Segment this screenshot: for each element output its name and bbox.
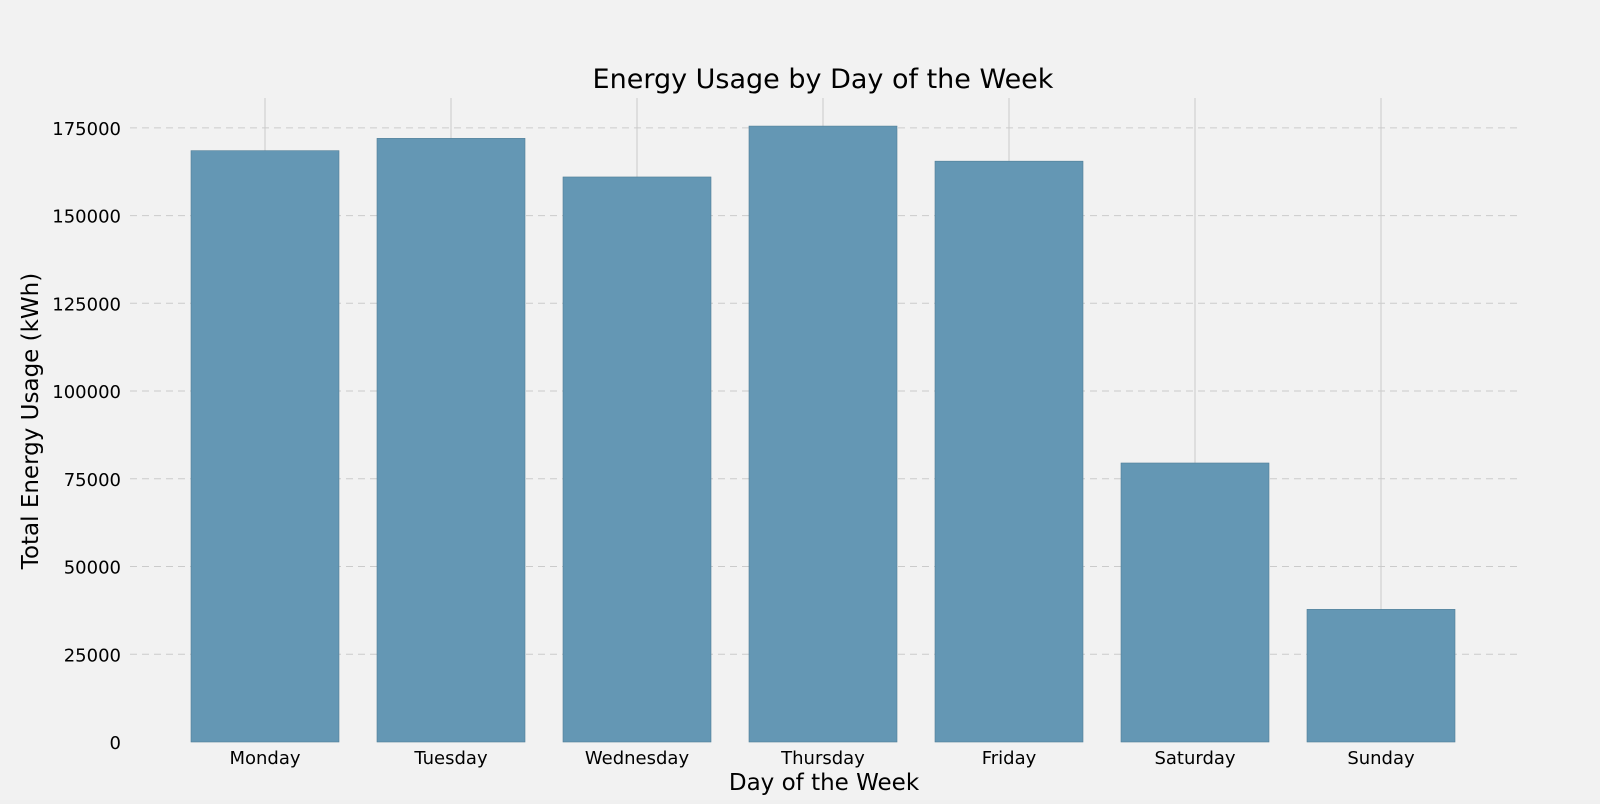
bar-sunday xyxy=(1306,609,1456,743)
y-tick-label: 0 xyxy=(110,733,121,754)
horizontal-gridlines xyxy=(130,127,1518,655)
x-tick-label: Sunday xyxy=(1347,748,1415,769)
x-tick-label: Tuesday xyxy=(413,748,488,769)
y-tick-label: 125000 xyxy=(52,294,121,315)
bar-thursday xyxy=(748,125,898,743)
y-tick-label: 50000 xyxy=(64,558,121,579)
bar-tuesday xyxy=(376,138,526,743)
x-tick-label: Wednesday xyxy=(585,748,690,769)
y-tick-label: 75000 xyxy=(64,470,121,491)
bar-friday xyxy=(934,160,1084,743)
chart-title: Energy Usage by Day of the Week xyxy=(593,64,1054,95)
x-tick-label: Saturday xyxy=(1154,748,1235,769)
x-axis-label: Day of the Week xyxy=(729,770,920,796)
y-tick-label: 25000 xyxy=(64,645,121,666)
x-axis-ticks: Monday Tuesday Wednesday Thursday Friday Satu… xyxy=(229,748,1415,769)
x-tick-label: Thursday xyxy=(780,748,865,769)
bar-saturday xyxy=(1120,462,1270,743)
x-tick-label: Friday xyxy=(982,748,1037,769)
y-axis-ticks: 0 25000 50000 75000 100000 125000 150000 175000 xyxy=(52,119,121,754)
bars xyxy=(190,125,1456,743)
y-axis-label: Total Energy Usage (kWh) xyxy=(18,273,44,570)
bar-wednesday xyxy=(562,176,712,743)
y-tick-label: 100000 xyxy=(52,382,121,403)
bar-monday xyxy=(190,150,340,743)
y-tick-label: 175000 xyxy=(52,119,121,140)
x-tick-label: Monday xyxy=(229,748,300,769)
y-tick-label: 150000 xyxy=(52,207,121,228)
